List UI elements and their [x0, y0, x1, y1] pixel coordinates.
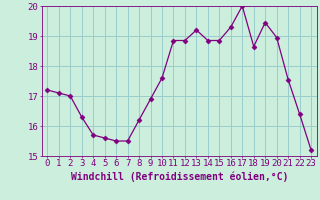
X-axis label: Windchill (Refroidissement éolien,°C): Windchill (Refroidissement éolien,°C)	[70, 171, 288, 182]
